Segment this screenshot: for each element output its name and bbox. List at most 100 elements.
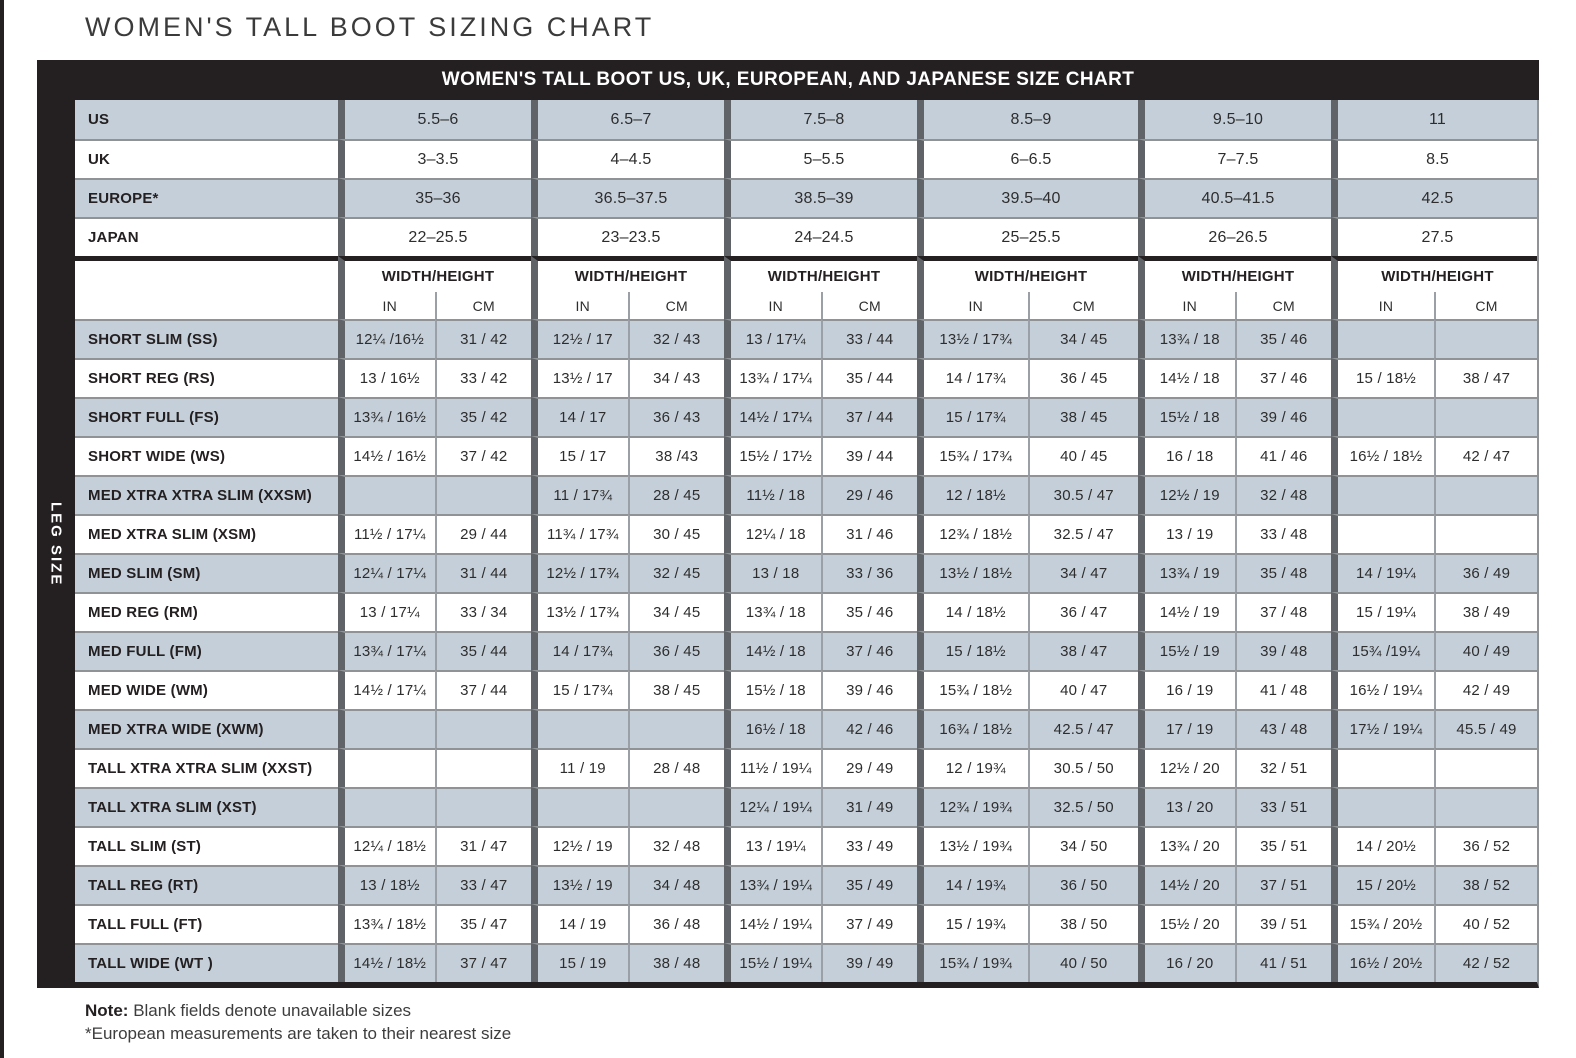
- size-value-cell: 15 / 17: [531, 436, 628, 475]
- region-value-cell: 24–24.5: [724, 217, 917, 256]
- page-title: WOMEN'S TALL BOOT SIZING CHART: [85, 12, 655, 42]
- size-value-cell: 36 / 45: [1027, 358, 1138, 397]
- size-value-cell: [1331, 748, 1434, 787]
- size-value-cell: 17½ / 19¼: [1331, 709, 1434, 748]
- size-value-cell: [338, 787, 435, 826]
- size-value-cell: [1331, 397, 1434, 436]
- size-value-cell: 14½ / 18: [724, 631, 821, 670]
- leg-row-label: TALL XTRA XTRA SLIM (XXST): [75, 748, 338, 787]
- region-value-cell: 7.5–8: [724, 100, 917, 139]
- size-value-cell: 29 / 49: [820, 748, 917, 787]
- size-value-cell: 32 / 45: [627, 553, 724, 592]
- size-value-cell: 13½ / 17¾: [917, 319, 1028, 358]
- size-value-cell: 15 / 19¼: [1331, 592, 1434, 631]
- unit-header-cell: IN: [338, 292, 435, 319]
- size-value-cell: 11 / 17¾: [531, 475, 628, 514]
- size-value-cell: 37 / 42: [434, 436, 531, 475]
- size-value-cell: 14½ / 18½: [338, 943, 435, 982]
- size-value-cell: 15½ / 18: [1138, 397, 1235, 436]
- size-value-cell: 38 / 45: [1027, 397, 1138, 436]
- size-value-cell: 34 / 43: [627, 358, 724, 397]
- size-value-cell: 13 / 17¼: [724, 319, 821, 358]
- size-value-cell: 38 /43: [627, 436, 724, 475]
- size-value-cell: 42 / 47: [1434, 436, 1537, 475]
- region-row-label: EUROPE*: [75, 178, 338, 217]
- size-value-cell: 33 / 42: [434, 358, 531, 397]
- size-value-cell: 15 / 18½: [917, 631, 1028, 670]
- size-value-cell: 33 / 48: [1234, 514, 1331, 553]
- sizing-chart: WOMEN'S TALL BOOT US, UK, EUROPEAN, AND …: [37, 60, 1539, 988]
- size-value-cell: 39 / 49: [820, 943, 917, 982]
- size-value-cell: 15 / 20½: [1331, 865, 1434, 904]
- region-value-cell: 3–3.5: [338, 139, 531, 178]
- size-value-cell: [1434, 787, 1537, 826]
- leg-row-label: SHORT WIDE (WS): [75, 436, 338, 475]
- size-value-cell: 41 / 51: [1234, 943, 1331, 982]
- size-value-cell: 17 / 19: [1138, 709, 1235, 748]
- size-value-cell: [338, 748, 435, 787]
- measure-header-cell: WIDTH/HEIGHT: [531, 256, 724, 292]
- size-value-cell: 39 / 44: [820, 436, 917, 475]
- size-value-cell: [1434, 397, 1537, 436]
- size-value-cell: 37 / 44: [434, 670, 531, 709]
- size-value-cell: 13 / 17¼: [338, 592, 435, 631]
- size-value-cell: 11¾ / 17¾: [531, 514, 628, 553]
- size-value-cell: 13¾ / 19: [1138, 553, 1235, 592]
- size-value-cell: 38 / 49: [1434, 592, 1537, 631]
- leg-row-label: MED XTRA WIDE (XWM): [75, 709, 338, 748]
- table-body: LEG SIZE US 5.5–6 6.5–7 7.5–8 8.5–9 9.5–10 11 U…: [37, 100, 1539, 988]
- unit-header-cell: IN: [1138, 292, 1235, 319]
- measure-header-cell: WIDTH/HEIGHT: [1331, 256, 1537, 292]
- size-value-cell: [1434, 319, 1537, 358]
- size-value-cell: 13½ / 19: [531, 865, 628, 904]
- size-value-cell: 16½ / 19¼: [1331, 670, 1434, 709]
- size-value-cell: 40 / 45: [1027, 436, 1138, 475]
- region-row-label: UK: [75, 139, 338, 178]
- region-value-cell: 7–7.5: [1138, 139, 1331, 178]
- size-value-cell: 15 / 18½: [1331, 358, 1434, 397]
- size-value-cell: 32 / 43: [627, 319, 724, 358]
- size-value-cell: 36 / 49: [1434, 553, 1537, 592]
- size-value-cell: 13 / 19: [1138, 514, 1235, 553]
- size-value-cell: 13½ / 19¾: [917, 826, 1028, 865]
- region-value-cell: 26–26.5: [1138, 217, 1331, 256]
- leg-row-label: SHORT REG (RS): [75, 358, 338, 397]
- size-value-cell: 12½ / 19: [531, 826, 628, 865]
- size-value-cell: 34 / 50: [1027, 826, 1138, 865]
- size-value-cell: 43 / 48: [1234, 709, 1331, 748]
- size-value-cell: 39 / 46: [1234, 397, 1331, 436]
- size-value-cell: [1434, 514, 1537, 553]
- size-value-cell: 28 / 48: [627, 748, 724, 787]
- size-value-cell: 37 / 49: [820, 904, 917, 943]
- size-value-cell: 14½ / 18: [1138, 358, 1235, 397]
- size-value-cell: 35 / 47: [434, 904, 531, 943]
- size-value-cell: 35 / 46: [820, 592, 917, 631]
- size-value-cell: 42 / 52: [1434, 943, 1537, 982]
- size-value-cell: [1434, 475, 1537, 514]
- size-value-cell: 13¾ / 19¼: [724, 865, 821, 904]
- size-value-cell: [434, 709, 531, 748]
- size-value-cell: 35 / 44: [434, 631, 531, 670]
- unit-header-cell: CM: [1434, 292, 1537, 319]
- footnotes: Note: Blank fields denote unavailable si…: [85, 1000, 511, 1046]
- size-value-cell: 36 / 45: [627, 631, 724, 670]
- size-value-cell: 34 / 45: [627, 592, 724, 631]
- size-value-cell: [434, 748, 531, 787]
- size-value-cell: 11½ / 19¼: [724, 748, 821, 787]
- size-value-cell: 35 / 44: [820, 358, 917, 397]
- region-row-label: JAPAN: [75, 217, 338, 256]
- size-value-cell: 15½ / 18: [724, 670, 821, 709]
- size-value-cell: 31 / 46: [820, 514, 917, 553]
- size-value-cell: 16½ / 20½: [1331, 943, 1434, 982]
- leg-row-label: TALL SLIM (ST): [75, 826, 338, 865]
- size-value-cell: 15½ / 17½: [724, 436, 821, 475]
- region-value-cell: 38.5–39: [724, 178, 917, 217]
- size-value-cell: 15¾ /19¼: [1331, 631, 1434, 670]
- size-value-cell: 14½ / 20: [1138, 865, 1235, 904]
- size-grid: US 5.5–6 6.5–7 7.5–8 8.5–9 9.5–10 11 UK 3–3.5 4–4…: [75, 100, 1539, 988]
- size-value-cell: 11½ / 18: [724, 475, 821, 514]
- size-value-cell: [1331, 475, 1434, 514]
- region-value-cell: 36.5–37.5: [531, 178, 724, 217]
- size-value-cell: [1331, 787, 1434, 826]
